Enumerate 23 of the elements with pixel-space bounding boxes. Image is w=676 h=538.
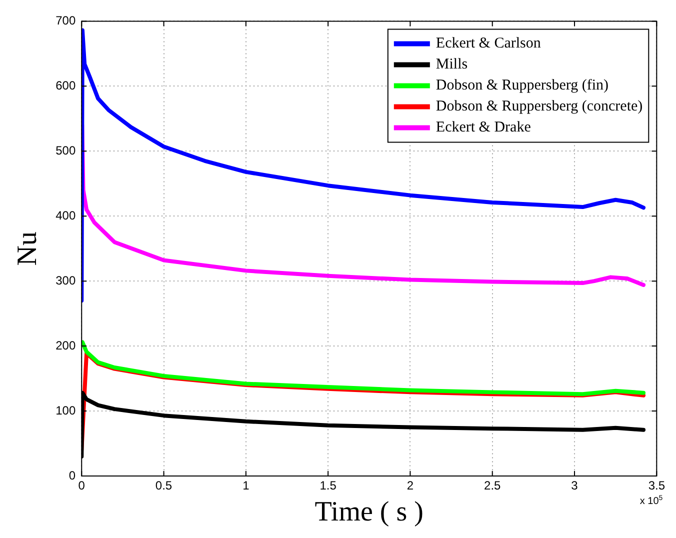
x-tick-label: 3: [571, 478, 578, 493]
x-tick-label: 2: [406, 478, 414, 493]
y-tick-label: 200: [56, 338, 76, 352]
y-tick-label: 100: [56, 403, 76, 418]
legend-label: Eckert & Drake: [436, 120, 532, 136]
x-tick-label: 1.5: [320, 478, 337, 493]
legend-label: Dobson & Ruppersberg (concrete): [436, 98, 643, 115]
x-tick-label: 0: [78, 478, 86, 493]
y-axis-title: Nu: [12, 231, 44, 266]
legend-label: Dobson & Ruppersberg (fin): [436, 78, 609, 94]
y-tick-label: 600: [56, 78, 76, 92]
x-axis-title: Time ( s ): [314, 496, 424, 528]
legend-label: Eckert & Carlson: [436, 36, 542, 52]
x-tick-label: 3.5: [648, 478, 666, 493]
y-tick-label: 400: [56, 208, 76, 222]
legend-label: Mills: [436, 56, 468, 73]
x-tick-label: 0.5: [155, 478, 172, 493]
x-tick-label: 2.5: [484, 478, 502, 493]
y-tick-label: 300: [56, 273, 76, 288]
x-tick-label: 1: [242, 478, 250, 493]
y-tick-label: 500: [56, 143, 76, 158]
y-tick-label: 0: [68, 468, 76, 482]
y-tick-label: 700: [56, 14, 76, 28]
